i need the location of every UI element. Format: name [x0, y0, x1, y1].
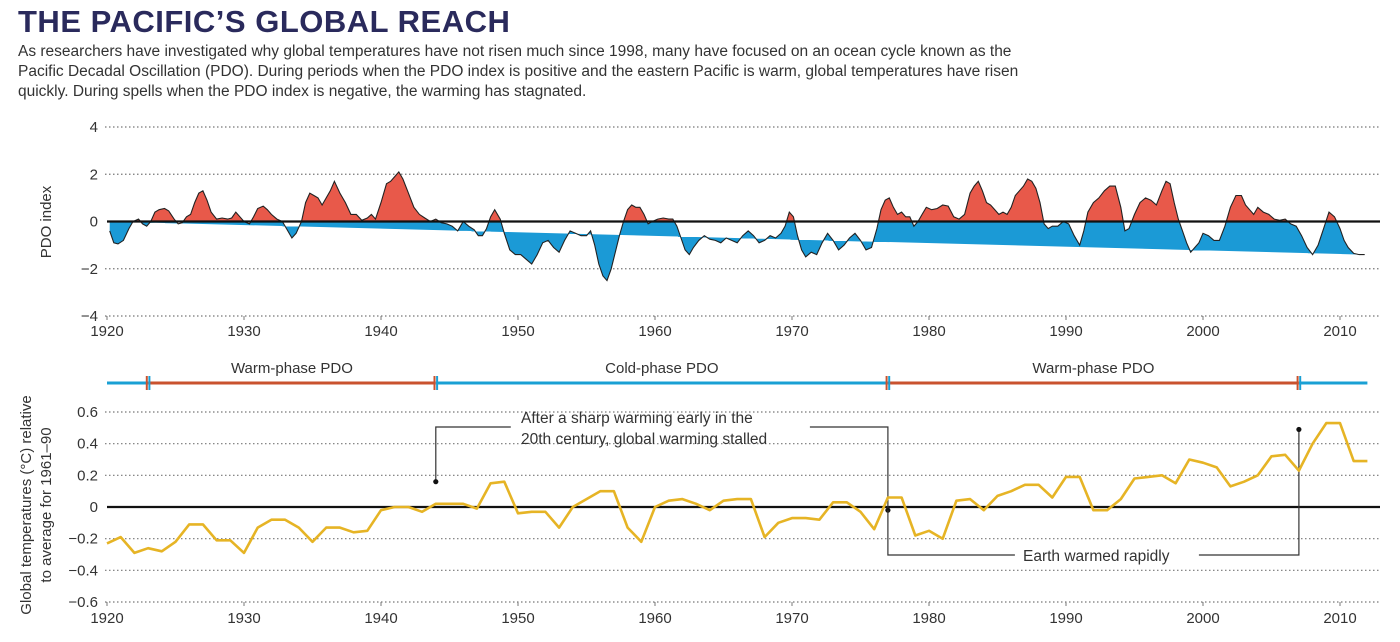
- pdo-y-axis-label: PDO index: [38, 185, 55, 258]
- temperature-y-tick-label: 0.2: [77, 467, 98, 484]
- annotation-1-connector-left: [435, 426, 511, 482]
- pdo-x-tick-label: 2000: [1186, 323, 1219, 340]
- annotation-2-end-dot: [1296, 426, 1302, 433]
- annotation-1-text-line1: After a sharp warming early in the: [521, 410, 753, 427]
- temperature-line: [106, 421, 1368, 555]
- pdo-x-tick-label: 1970: [775, 323, 808, 340]
- temperature-y-tick-label: 0: [90, 499, 98, 516]
- pdo-phase-bar: Warm-phase PDO Cold-phase PDO Warm-phase P…: [107, 360, 1368, 390]
- pdo-x-ticks: 1920 1930 1940 1950 1960 1970 1980 1990 2000 2010: [90, 316, 1357, 340]
- pdo-index-panel: 4 2 0 −2 −4 1920 1930 1940 1950 1960 1970 1980 1990…: [38, 119, 1380, 340]
- temperature-x-tick-label: 2000: [1186, 610, 1219, 627]
- pdo-positive-area: [109, 171, 1337, 222]
- pdo-x-tick-label: 1920: [90, 323, 123, 340]
- pdo-outline: [109, 170, 1365, 282]
- temperature-panel: Warm-phase PDO Cold-phase PDO Warm-phase P…: [18, 360, 1380, 627]
- temperature-y-tick-label: 0.6: [77, 404, 98, 421]
- annotation-2-connector-right: [1198, 429, 1300, 556]
- pdo-x-tick-label: 1950: [501, 323, 534, 340]
- temperature-y-tick-label: 0.4: [77, 436, 98, 453]
- pdo-areas: [107, 170, 1380, 282]
- pdo-x-tick-label: 1940: [364, 323, 397, 340]
- annotation-labels: After a sharp warming early in the 20th c…: [521, 410, 1170, 565]
- temperature-x-tick-label: 1960: [638, 610, 671, 627]
- temperature-x-ticks: 1920 1930 1940 1950 1960 1970 1980 1990 2000 2010: [90, 602, 1357, 627]
- annotation-connectors: [433, 426, 1302, 556]
- temperature-y-tick-label: −0.4: [68, 562, 98, 579]
- temperature-y-axis-label-line1: Global temperatures (°C) relative: [18, 395, 35, 614]
- pdo-y-tick-label: 0: [90, 214, 98, 231]
- pdo-y-ticks: 4 2 0 −2 −4: [81, 119, 98, 325]
- temperature-x-tick-label: 2010: [1323, 610, 1356, 627]
- pdo-y-tick-label: 4: [90, 119, 98, 136]
- phase-label: Cold-phase PDO: [605, 360, 718, 377]
- pdo-x-tick-label: 1990: [1049, 323, 1082, 340]
- temperature-y-tick-label: −0.6: [68, 594, 98, 611]
- temperature-x-tick-label: 1980: [912, 610, 945, 627]
- temperature-x-tick-label: 1970: [775, 610, 808, 627]
- pdo-gridlines: [105, 126, 1380, 317]
- pdo-x-tick-label: 2010: [1323, 323, 1356, 340]
- annotation-2-text: Earth warmed rapidly: [1023, 548, 1170, 565]
- annotation-1-text-line2: 20th century, global warming stalled: [521, 431, 767, 448]
- phase-label: Warm-phase PDO: [231, 360, 353, 377]
- temperature-y-ticks: 0.6 0.4 0.2 0 −0.2 −0.4 −0.6: [68, 404, 98, 611]
- temperature-y-tick-label: −0.2: [68, 531, 98, 548]
- annotation-1-connector-right: [809, 426, 889, 511]
- pdo-x-tick-label: 1930: [227, 323, 260, 340]
- annotation-1-start-dot: [433, 479, 439, 485]
- temperature-x-tick-label: 1920: [90, 610, 123, 627]
- phase-label: Warm-phase PDO: [1032, 360, 1154, 377]
- pdo-y-tick-label: −2: [81, 261, 98, 278]
- pdo-x-tick-label: 1980: [912, 323, 945, 340]
- chart-intro-text: As researchers have investigated why glo…: [18, 43, 1019, 100]
- temperature-x-tick-label: 1940: [364, 610, 397, 627]
- temperature-series: [106, 421, 1368, 555]
- temperature-x-tick-label: 1990: [1049, 610, 1082, 627]
- pdo-negative-area: [109, 221, 1365, 281]
- temperature-gridlines: [105, 411, 1380, 603]
- temperature-y-axis-label-line2: to average for 1961–90: [38, 427, 55, 582]
- pdo-x-tick-label: 1960: [638, 323, 671, 340]
- pdo-y-tick-label: 2: [90, 166, 98, 183]
- chart-title: THE PACIFIC’S GLOBAL REACH: [18, 4, 511, 39]
- temperature-x-tick-label: 1950: [501, 610, 534, 627]
- temperature-x-tick-label: 1930: [227, 610, 260, 627]
- annotation-2-connector-left: [887, 510, 1015, 556]
- pdo-y-tick-label: −4: [81, 308, 98, 325]
